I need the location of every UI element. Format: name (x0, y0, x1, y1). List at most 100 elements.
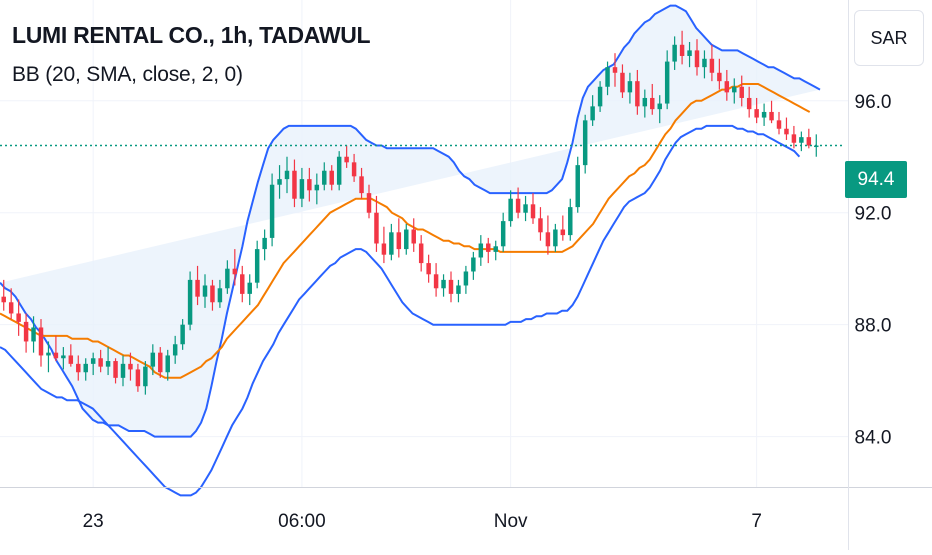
candle-body (784, 128, 789, 135)
candle-body (620, 72, 625, 93)
candle-body (322, 170, 327, 185)
candle-body (232, 268, 238, 275)
candle-body (672, 44, 677, 62)
candle-body (83, 363, 88, 373)
candle-body (426, 263, 431, 275)
candle-body (210, 285, 215, 303)
candle-body (336, 156, 342, 185)
y-tick-label: 84.0 (855, 428, 892, 449)
candle-body (329, 170, 334, 185)
candle-body (225, 268, 230, 289)
candle-body (702, 58, 707, 68)
candle-body (128, 363, 133, 370)
x-tick-label: 7 (751, 511, 762, 532)
indicator-legend[interactable]: BB (20, SMA, close, 2, 0) (12, 63, 243, 86)
candle-body (150, 352, 156, 367)
currency-button[interactable]: SAR (854, 10, 924, 66)
candle-body (158, 352, 163, 373)
candle-body (560, 229, 566, 236)
candle-body (76, 363, 81, 373)
upper-band-line (0, 4, 821, 438)
band-fill (0, 5, 820, 437)
candle-body (120, 363, 126, 378)
candle-body (709, 58, 715, 73)
candle-body (46, 352, 51, 356)
candle-body (284, 170, 290, 180)
candle-body (553, 229, 558, 247)
candle-body (463, 271, 469, 286)
candle-body (582, 120, 588, 166)
candle-body (486, 243, 491, 252)
candle-body (113, 361, 118, 378)
lower-band-line (0, 124, 801, 497)
candle-body (351, 162, 357, 177)
candle-body (23, 321, 29, 342)
candle-body (374, 212, 379, 244)
candle-body (314, 184, 320, 191)
candle-body (508, 198, 513, 222)
candle-body (471, 257, 476, 272)
candle-body (441, 279, 446, 289)
candle-body (545, 232, 551, 247)
candle-body (448, 279, 454, 294)
candle-body (404, 229, 409, 250)
chart-title: LUMI RENTAL CO., 1h, TADAWUL (12, 22, 371, 48)
candle-body (307, 179, 312, 191)
candle-body (61, 355, 66, 359)
x-tick-label: 23 (83, 511, 104, 532)
candle-body (732, 86, 737, 93)
candle-body (187, 279, 193, 325)
candle-body (590, 106, 595, 121)
candle-body (90, 358, 96, 364)
candle-body (597, 86, 603, 107)
candle-body (635, 81, 640, 107)
candle-body (381, 243, 387, 255)
candle-body (98, 358, 103, 367)
candle-body (105, 361, 111, 367)
candle-body (538, 218, 543, 233)
candle-body (687, 50, 692, 56)
candle-body (642, 97, 648, 107)
candle-body (456, 285, 461, 294)
y-tick-label: 96.0 (855, 92, 892, 113)
candle-body (195, 279, 200, 297)
candle-body (389, 232, 394, 255)
candles (1, 30, 819, 395)
candle-body (38, 327, 44, 356)
candle-body (627, 81, 633, 93)
candle-body (679, 44, 685, 56)
candle-body (292, 170, 297, 199)
candle-body (344, 156, 349, 163)
candle-body (612, 67, 618, 73)
x-tick-label: 06:00 (278, 511, 326, 532)
candle-body (493, 246, 498, 252)
candle-body (299, 179, 305, 199)
candle-body (500, 221, 506, 247)
candle-body (717, 72, 722, 82)
candle-body (530, 204, 536, 219)
candle-body (240, 274, 245, 294)
candle-body (16, 313, 21, 322)
candle-body (650, 97, 655, 110)
last-price-tag: 94.4 (845, 161, 907, 198)
candle-body (724, 81, 730, 93)
candle-body (754, 109, 759, 118)
candle-body (143, 366, 148, 387)
basis-line (0, 83, 811, 379)
candle-body (68, 355, 74, 364)
candle-body (217, 288, 223, 303)
candle-body (247, 282, 252, 294)
candle-body (269, 184, 275, 238)
candle-body (277, 179, 282, 185)
candle-body (806, 137, 812, 146)
candle-body (254, 249, 260, 283)
candle-body (135, 369, 141, 387)
candle-body (418, 243, 424, 264)
candle-body (180, 324, 185, 345)
candle-body (657, 103, 662, 110)
candle-body (53, 352, 59, 359)
candle-body (568, 207, 573, 236)
